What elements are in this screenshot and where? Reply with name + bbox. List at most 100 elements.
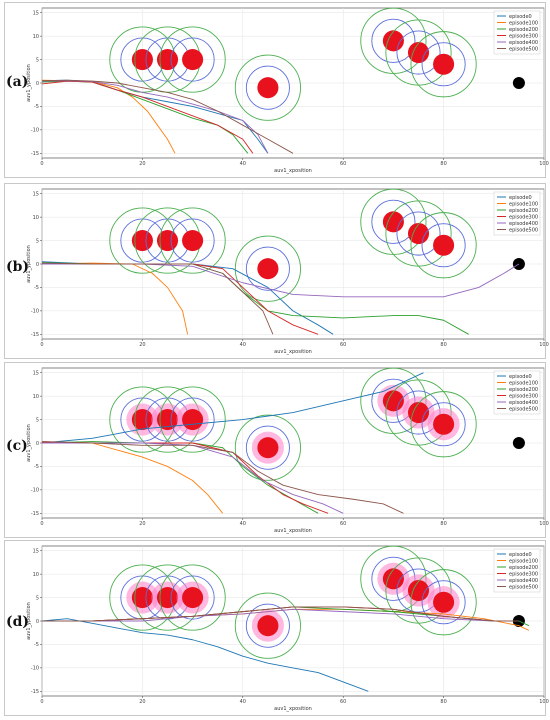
obstacle <box>234 414 301 481</box>
series-lines <box>41 79 294 154</box>
obstacle-inner-ring <box>421 223 466 268</box>
plot-d: 0 20 40 60 80 100 -15 -10 -5 0 5 10 15 auv1_xposition… <box>26 545 549 712</box>
obstacle-inner-ring <box>245 246 290 291</box>
y-tick-label: -5 <box>34 642 39 648</box>
x-tick-label: 100 <box>539 161 549 167</box>
obstacle-inner-ring <box>371 18 416 63</box>
legend-box <box>493 370 541 415</box>
legend-label: episode400 <box>509 40 538 46</box>
obstacle <box>159 386 226 453</box>
obstacle-outer-ring <box>410 569 477 636</box>
legend-label: episode400 <box>509 578 538 584</box>
y-tick-label: 0 <box>36 81 39 87</box>
x-axis-label: auv1_xposition <box>274 168 312 174</box>
obstacle-core <box>182 49 204 71</box>
obstacle-inner-ring <box>371 199 416 244</box>
x-tick-label: 60 <box>340 342 346 348</box>
obstacle-outer-ring <box>159 207 226 274</box>
legend-box <box>493 548 541 593</box>
obstacle <box>234 592 301 659</box>
panel-label: (b) <box>6 259 30 275</box>
panel-frame <box>4 183 546 359</box>
x-tick-label: 60 <box>340 161 346 167</box>
legend-label: episode300 <box>509 571 538 577</box>
y-tick-label: -15 <box>31 689 39 695</box>
obstacle-inner-ring <box>170 397 215 442</box>
y-tick-label: 0 <box>36 619 39 625</box>
y-tick-label: 10 <box>33 572 39 578</box>
plot-b: 0 20 40 60 80 100 -15 -10 -5 0 5 10 15 auv1_xposition… <box>26 188 549 355</box>
obstacle-inner-ring <box>245 603 290 648</box>
obstacle <box>109 386 176 453</box>
panel-label: (a) <box>6 74 29 90</box>
y-tick-label: -10 <box>31 666 39 672</box>
obstacle-core <box>156 409 179 431</box>
obstacle-outer-ring <box>159 26 226 93</box>
y-axis-label: auv1_yposition <box>26 64 32 102</box>
series-line-episode400 <box>42 442 344 514</box>
grid <box>41 8 545 158</box>
x-tick-label: 80 <box>440 699 446 705</box>
legend-label: episode0 <box>509 374 532 380</box>
obstacle-core <box>182 587 204 609</box>
obstacle <box>159 26 226 93</box>
obstacle <box>360 545 427 612</box>
legend-label: episode300 <box>509 33 538 39</box>
obstacle-core <box>156 230 179 252</box>
x-axis-label: auv1_xposition <box>274 528 312 534</box>
y-tick-label: 5 <box>36 417 39 423</box>
series-line-episode0 <box>41 618 369 692</box>
obstacle-core <box>382 390 404 412</box>
series-line-episode100 <box>41 262 189 335</box>
x-tick-label: 80 <box>440 342 446 348</box>
obstacle <box>234 54 301 121</box>
obstacle <box>234 235 301 302</box>
series-line-episode500 <box>41 262 274 335</box>
y-tick-label: 10 <box>33 394 39 400</box>
x-tick-label: 0 <box>40 342 43 348</box>
y-axis-label: auv1_yposition <box>26 424 32 462</box>
obstacle-core <box>407 222 430 245</box>
obstacle-core <box>131 230 153 252</box>
series-line-episode300 <box>41 80 254 154</box>
legend: episode0episode100episode200episode300ep… <box>493 10 541 55</box>
y-tick-label: 0 <box>36 441 39 447</box>
plot-a: 0 20 40 60 80 100 -15 -10 -5 0 5 10 15 auv1_xposition… <box>26 7 549 174</box>
legend-box <box>493 10 541 55</box>
y-tick-label: -5 <box>34 104 39 110</box>
legend-label: episode200 <box>509 27 538 33</box>
obstacle-outer-ring <box>234 54 301 121</box>
obstacle <box>410 31 477 98</box>
obstacle-inner-ring <box>396 211 441 256</box>
x-tick-label: 0 <box>40 161 43 167</box>
y-tick-label: 10 <box>33 34 39 40</box>
legend-label: episode100 <box>509 201 538 207</box>
obstacle-core <box>407 401 430 424</box>
legend: episode0episode100episode200episode300ep… <box>493 370 541 415</box>
y-tick-label: -10 <box>31 488 39 494</box>
obstacle-inner-ring <box>170 218 215 263</box>
obstacle-outer-ring <box>234 235 301 302</box>
panel-label: (c) <box>6 438 28 454</box>
obstacle-inner-ring <box>421 580 466 625</box>
legend-label: episode200 <box>509 387 538 393</box>
obstacle <box>109 207 176 274</box>
x-tick-label: 40 <box>240 161 246 167</box>
obstacle-core <box>131 409 153 431</box>
legend-label: episode300 <box>509 214 538 220</box>
obstacle-core <box>433 234 455 256</box>
y-tick-label: 5 <box>36 57 39 63</box>
y-tick-label: 15 <box>33 191 39 197</box>
y-tick-label: 15 <box>33 10 39 16</box>
obstacle-inner-ring <box>421 42 466 87</box>
y-tick-label: 15 <box>33 370 39 376</box>
series-lines <box>41 261 520 335</box>
panel-b: (b) 0 20 40 60 80 100 -15 -10 -5 0 5 10 15 auv1_xposi… <box>0 183 550 359</box>
goal-marker <box>512 436 525 450</box>
obstacle <box>410 569 477 636</box>
y-tick-label: 0 <box>36 262 39 268</box>
legend-label: episode200 <box>509 565 538 571</box>
x-tick-label: 80 <box>440 161 446 167</box>
y-tick-label: 5 <box>36 238 39 244</box>
